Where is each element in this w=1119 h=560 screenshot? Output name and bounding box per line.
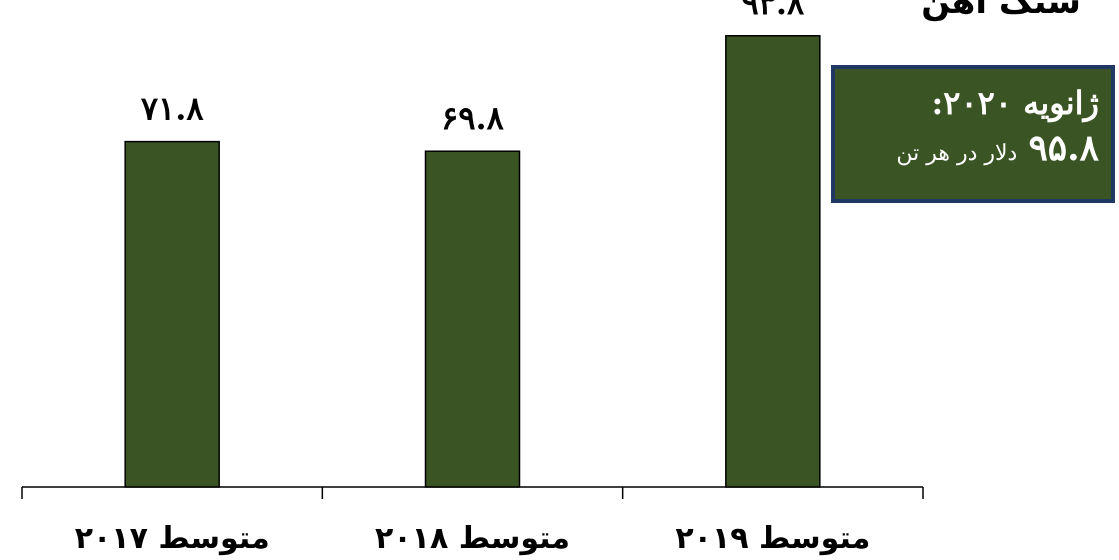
callout-unit: دلار در هر تن [896,141,1018,166]
bar [725,35,821,488]
callout-period: ژانویه ۲۰۲۰: [931,84,1099,122]
category-label: متوسط ۲۰۱۸ [375,521,570,556]
data-label: ۹۳.۸ [741,0,805,22]
bar [424,150,521,488]
callout-value: ۹۵.۸ [1028,127,1099,169]
category-label: متوسط ۲۰۱۷ [75,521,270,556]
callout-value-line: ۹۵.۸ دلار در هر تن [843,125,1099,178]
bar [124,140,220,488]
latest-price-callout: ژانویه ۲۰۲۰: ۹۵.۸ دلار در هر تن [831,65,1115,203]
data-label: ۷۱.۸ [141,90,205,128]
category-label: متوسط ۲۰۱۹ [675,521,870,556]
chart-title: سنگ آهن [921,0,1081,22]
data-label: ۶۹.۸ [441,99,505,137]
